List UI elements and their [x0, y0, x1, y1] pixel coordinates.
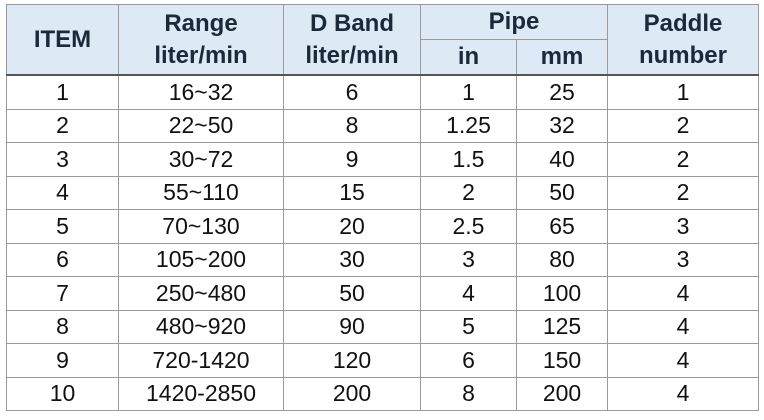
table-cell: 65	[516, 209, 608, 244]
header-cell: Paddle number	[607, 4, 759, 76]
table-row: 10 1420-2850 200 8 200 4	[6, 376, 759, 411]
header-text: liter/min	[154, 41, 248, 69]
table-row: 6 105~200 30 3 80 3	[6, 242, 759, 277]
table-cell: 1420-2850	[118, 376, 284, 411]
header-cell: mm	[516, 39, 608, 76]
table-cell: 70~130	[118, 209, 284, 244]
table-cell: 1	[420, 74, 517, 110]
header-cell: D Band liter/min	[283, 4, 421, 76]
table-cell: 200	[283, 376, 421, 411]
table-row: 1 16~32 6 1 25 1	[6, 74, 759, 110]
table-cell: 2	[420, 175, 517, 210]
table-cell: 30~72	[118, 142, 284, 177]
table-row: 3 30~72 9 1.5 40 2	[6, 142, 759, 177]
table-cell: 3	[420, 242, 517, 277]
table-cell: 100	[516, 276, 608, 311]
table-cell: 6	[283, 74, 421, 110]
table-cell: 8	[420, 376, 517, 411]
table-cell: 22~50	[118, 108, 284, 143]
table-cell: 720-1420	[118, 343, 284, 378]
table-cell: 4	[607, 343, 759, 378]
table-cell: 20	[283, 209, 421, 244]
table-cell: 2.5	[420, 209, 517, 244]
table-cell: 50	[516, 175, 608, 210]
table-cell: 250~480	[118, 276, 284, 311]
spec-table: ITEM Range liter/min D Band liter/min Pipe…	[6, 4, 759, 411]
table-cell: 4	[607, 309, 759, 344]
table-cell: 1.5	[420, 142, 517, 177]
table-row: 7 250~480 50 4 100 4	[6, 276, 759, 311]
table-cell: 150	[516, 343, 608, 378]
table-cell: 25	[516, 74, 608, 110]
table-cell: 120	[283, 343, 421, 378]
table-header: ITEM Range liter/min D Band liter/min Pipe…	[6, 4, 759, 76]
header-text: liter/min	[305, 41, 399, 69]
table-cell: 200	[516, 376, 608, 411]
table-cell: 125	[516, 309, 608, 344]
header-text: Paddle	[643, 9, 723, 37]
table-cell: 105~200	[118, 242, 284, 277]
table-cell: 4	[607, 276, 759, 311]
header-cell: Range liter/min	[118, 4, 284, 76]
table-cell: 1	[6, 74, 119, 110]
table-cell: 55~110	[118, 175, 284, 210]
table-cell: 3	[607, 242, 759, 277]
header-text: number	[638, 41, 727, 69]
table-cell: 50	[283, 276, 421, 311]
table-cell: 3	[6, 142, 119, 177]
table-row: 2 22~50 8 1.25 32 2	[6, 108, 759, 143]
table-body: 1 16~32 6 1 25 1 2 22~50 8 1.25 32 2 3 30~72 9 1.5 40 2 4 5…	[6, 74, 759, 411]
table-cell: 4	[607, 376, 759, 411]
header-text: Range	[164, 9, 238, 37]
table-cell: 8	[283, 108, 421, 143]
table-cell: 10	[6, 376, 119, 411]
table-cell: 2	[607, 142, 759, 177]
header-cell: Pipe	[420, 4, 608, 40]
table-cell: 2	[607, 108, 759, 143]
table-row: 4 55~110 15 2 50 2	[6, 175, 759, 210]
table-cell: 8	[6, 309, 119, 344]
table-cell: 1	[607, 74, 759, 110]
table-cell: 9	[6, 343, 119, 378]
table-row: 9 720-1420 120 6 150 4	[6, 343, 759, 378]
table-cell: 90	[283, 309, 421, 344]
table-cell: 7	[6, 276, 119, 311]
table-cell: 6	[420, 343, 517, 378]
table-cell: 2	[6, 108, 119, 143]
table-cell: 16~32	[118, 74, 284, 110]
header-cell: ITEM	[6, 4, 119, 76]
table-row: 5 70~130 20 2.5 65 3	[6, 209, 759, 244]
table-row: 8 480~920 90 5 125 4	[6, 309, 759, 344]
table-cell: 15	[283, 175, 421, 210]
table-cell: 4	[6, 175, 119, 210]
header-text: D Band	[310, 9, 394, 37]
table-cell: 32	[516, 108, 608, 143]
table-cell: 480~920	[118, 309, 284, 344]
table-cell: 2	[607, 175, 759, 210]
table-cell: 9	[283, 142, 421, 177]
table-cell: 6	[6, 242, 119, 277]
table-cell: 5	[420, 309, 517, 344]
table-cell: 3	[607, 209, 759, 244]
table-cell: 5	[6, 209, 119, 244]
table-cell: 40	[516, 142, 608, 177]
table-cell: 30	[283, 242, 421, 277]
table-cell: 1.25	[420, 108, 517, 143]
table-cell: 4	[420, 276, 517, 311]
header-cell: in	[420, 39, 517, 76]
table-cell: 80	[516, 242, 608, 277]
